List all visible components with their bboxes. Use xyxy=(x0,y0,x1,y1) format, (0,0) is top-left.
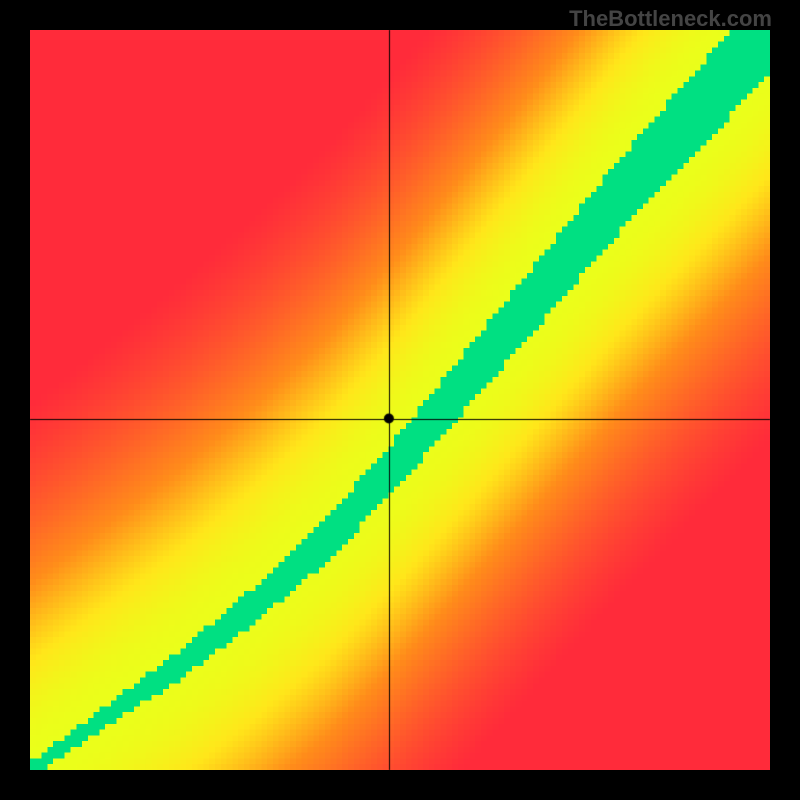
crosshair-overlay xyxy=(0,0,800,800)
watermark-text: TheBottleneck.com xyxy=(569,6,772,32)
